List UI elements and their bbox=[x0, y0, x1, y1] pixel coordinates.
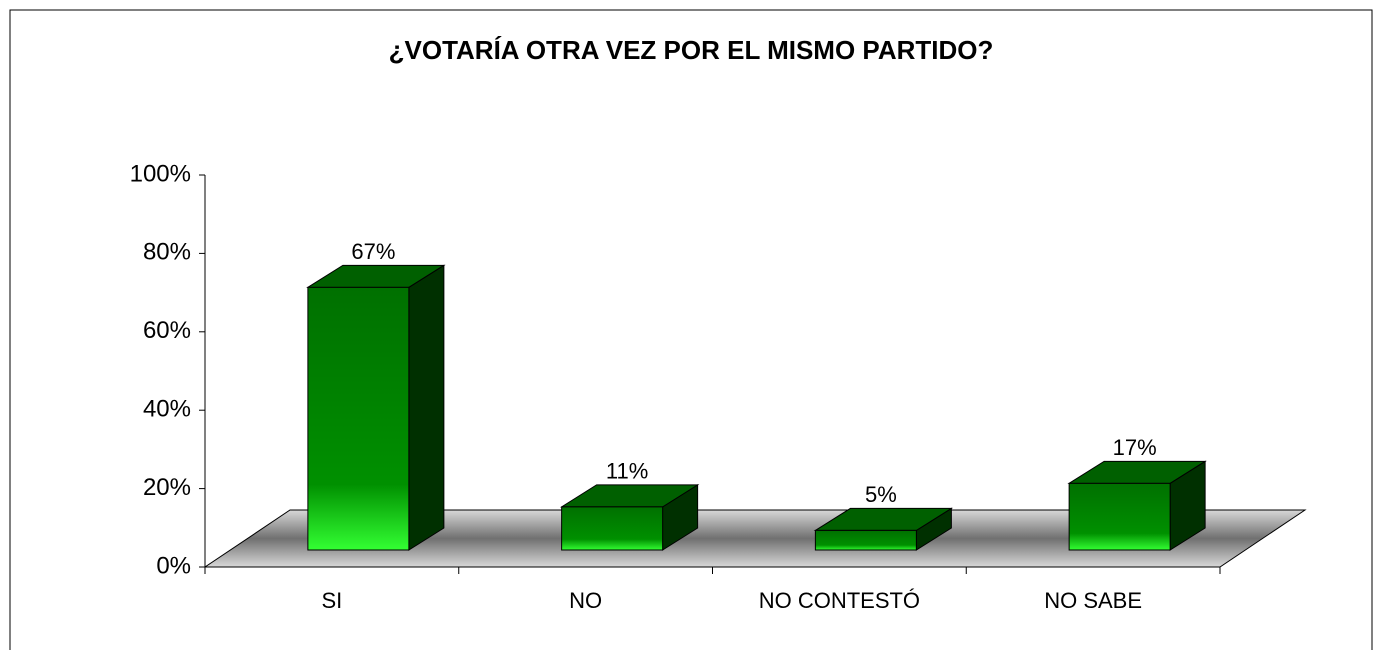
bar bbox=[814, 529, 917, 551]
chart-title: ¿VOTARÍA OTRA VEZ POR EL MISMO PARTIDO? bbox=[389, 35, 994, 65]
y-tick-label: 0% bbox=[156, 552, 191, 579]
frame bbox=[9, 9, 1373, 650]
x-tick-label: NO SABE bbox=[1044, 588, 1142, 613]
bar bbox=[561, 506, 664, 551]
x-tick-label: SI bbox=[321, 588, 342, 613]
bar bbox=[1068, 482, 1171, 551]
y-tick-label: 40% bbox=[143, 396, 191, 423]
x-tick-label: NO CONTESTÓ bbox=[759, 588, 920, 613]
y-tick-label: 20% bbox=[143, 474, 191, 501]
y-tick-label: 100% bbox=[130, 160, 191, 187]
y-tick-label: 80% bbox=[143, 239, 191, 266]
y-tick-label: 60% bbox=[143, 317, 191, 344]
value-label: 17% bbox=[1113, 435, 1157, 460]
value-label: 11% bbox=[606, 459, 648, 484]
x-tick-label: NO bbox=[569, 588, 602, 613]
value-label: 67% bbox=[351, 239, 395, 264]
value-label: 5% bbox=[865, 482, 897, 507]
bar bbox=[307, 286, 410, 551]
bar-side bbox=[408, 264, 445, 551]
